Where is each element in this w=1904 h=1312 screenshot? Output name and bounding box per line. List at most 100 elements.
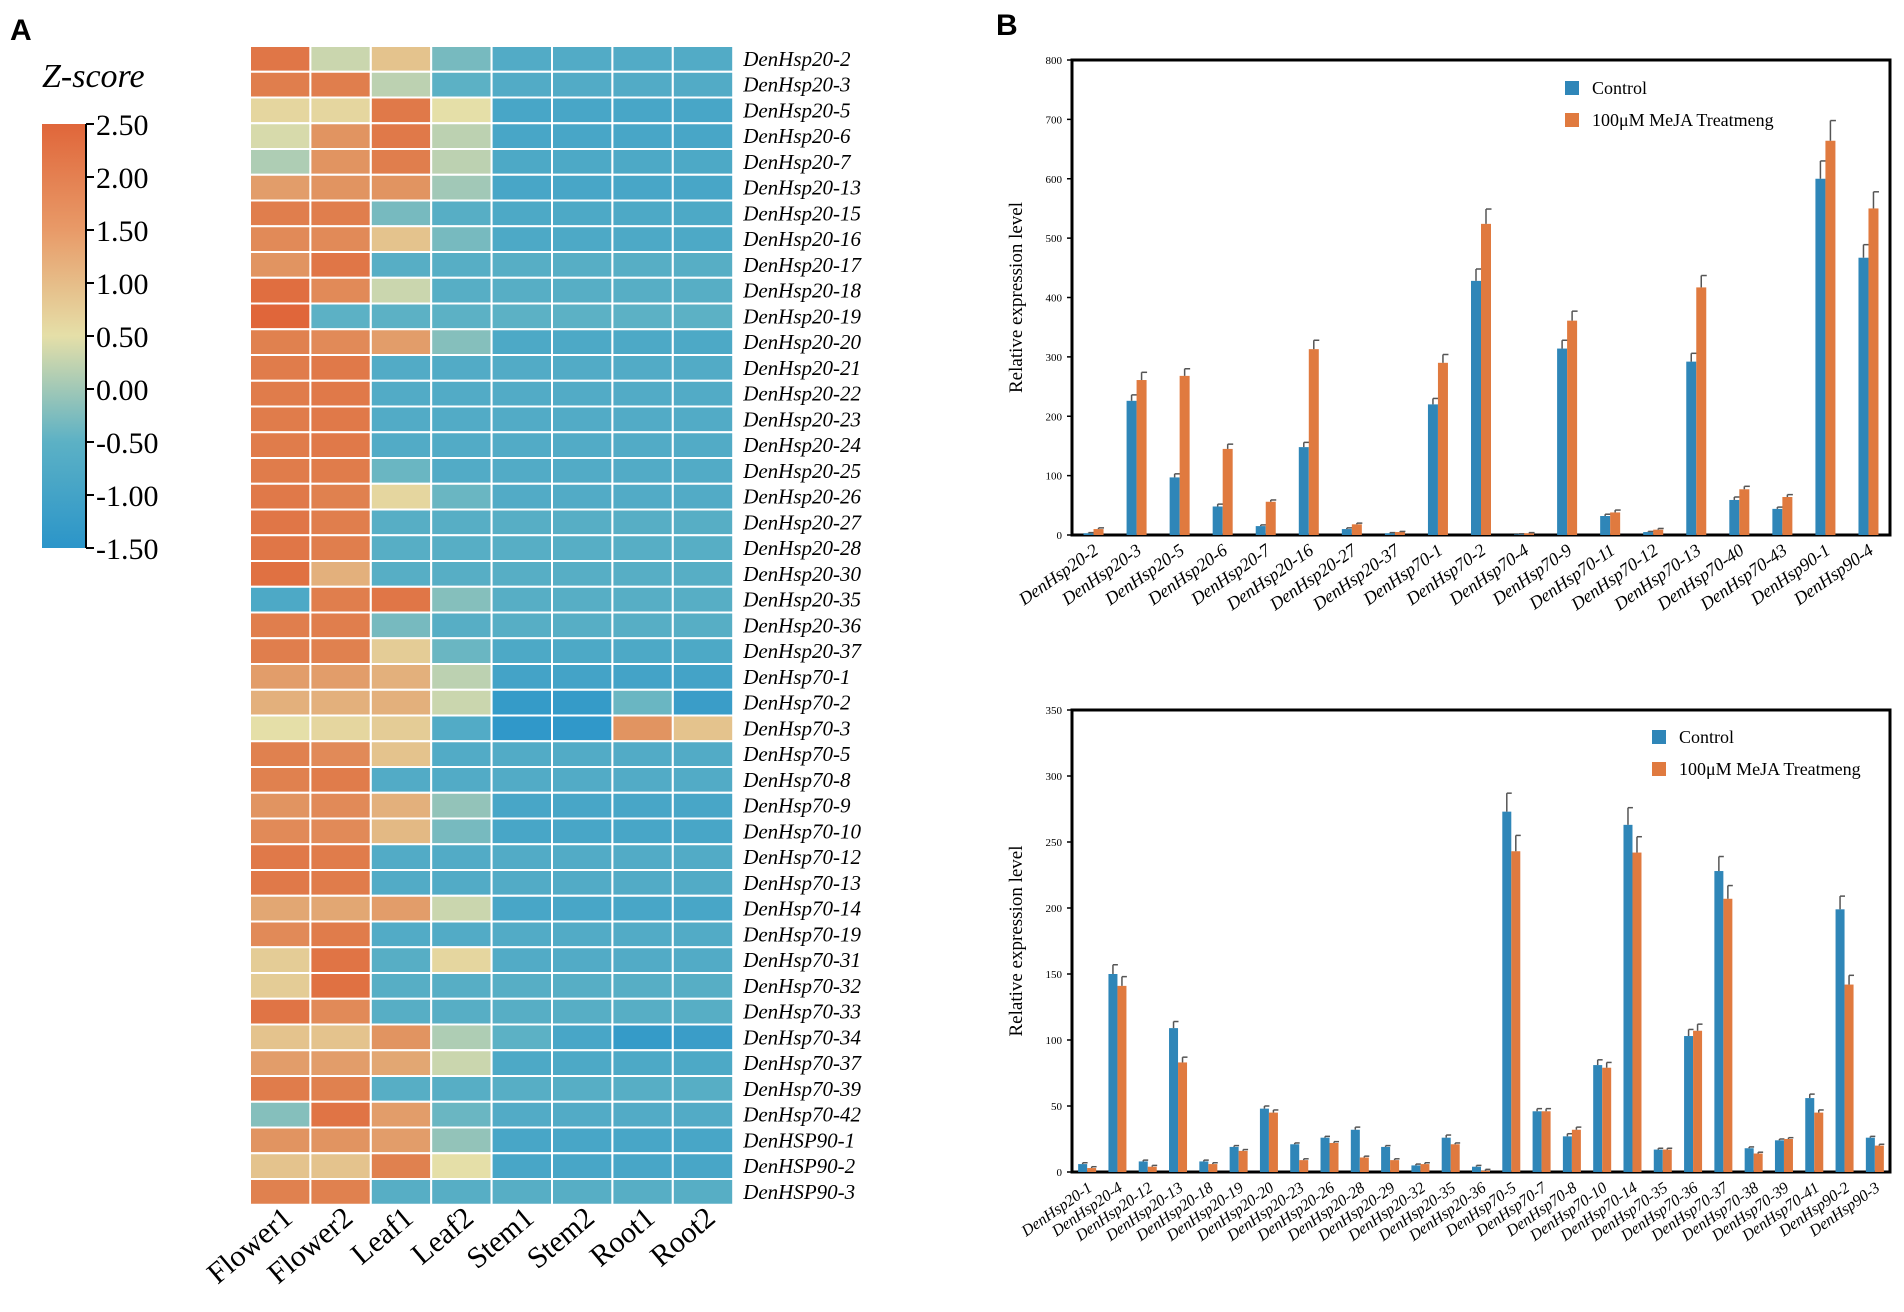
bar-control [1126,400,1137,535]
heatmap-cell [611,997,674,1026]
heatmap-cell [430,560,493,588]
heatmap-cell [671,637,735,665]
heatmap-cell [551,173,614,202]
heatmap-cell [611,225,674,253]
bar-treatment [1868,208,1879,535]
bar-treatment [1394,532,1405,535]
bar-treatment [1511,851,1521,1172]
colorbar-gradient [42,124,86,548]
heatmap-cell [430,328,493,356]
heatmap-cell [309,714,372,743]
legend-label-treatment: 100μM MeJA Treatmeng [1679,759,1861,779]
heatmap-cell [249,482,312,511]
heatmap-cell [369,714,433,743]
heatmap-cell [611,714,674,743]
heatmap-cell [369,328,433,356]
heatmap-cell [249,276,312,305]
heatmap-cell [249,45,312,73]
heatmap-cell [249,70,312,99]
heatmap-cell [490,70,554,99]
heatmap-cell [309,1126,372,1155]
heatmap-cell [490,560,554,588]
heatmap-cell [430,869,493,897]
heatmap-cell [611,1126,674,1155]
bar-treatment [1653,529,1664,535]
heatmap-cell [309,199,372,228]
heatmap-cell [249,457,312,485]
heatmap-cell [430,972,493,1000]
bar-treatment [1265,501,1276,535]
heatmap-cell [611,379,674,408]
heatmap-cell [611,1023,674,1052]
heatmap-cell [551,225,614,253]
bar-treatment [1610,512,1621,535]
bar-treatment [1696,287,1707,535]
heatmap-cell [551,611,614,640]
bar-control [1229,1146,1239,1172]
bar-treatment [1238,1150,1248,1172]
heatmap-cell [551,251,614,279]
heatmap-cell [551,1126,614,1155]
bar-control [1138,1161,1148,1172]
heatmap-cell [369,379,433,408]
heatmap-column-label: Root2 [644,1201,721,1273]
heatmap-cell [671,740,735,768]
heatmap-cell [430,457,493,485]
heatmap-cell [430,843,493,871]
heatmap-cell [369,997,433,1026]
heatmap-cell [369,611,433,640]
colorbar-title: Z-score [42,58,145,95]
bar-treatment [1136,380,1147,535]
bar-control [1259,1108,1269,1172]
bar-control [1471,280,1481,535]
heatmap-cell [671,997,735,1026]
heatmap-cell [369,405,433,434]
heatmap-cell [551,766,614,794]
heatmap-cell [671,122,735,150]
heatmap-cell [490,1126,554,1155]
heatmap-cell [611,585,674,614]
heatmap-cell [490,354,554,382]
heatmap-cell [309,379,372,408]
heatmap-cell [551,585,614,614]
heatmap-cell [490,843,554,871]
heatmap-cell [490,1023,554,1052]
heatmap-cell [671,70,735,99]
heatmap-cell [430,1049,493,1077]
heatmap-cell [551,70,614,99]
heatmap-cell [430,276,493,305]
heatmap-cell [611,1152,674,1180]
heatmap-cell [611,354,674,382]
heatmap-cell [551,508,614,537]
heatmap-cell [551,1152,614,1180]
y-tick-label: 350 [1046,705,1063,717]
heatmap-cell [551,122,614,150]
colorbar-tick-label: -1.50 [96,533,159,566]
heatmap-cell [611,457,674,485]
heatmap-cell [430,791,493,820]
heatmap-cell [671,96,735,125]
heatmap-cell [671,688,735,717]
heatmap-cell [490,869,554,897]
bar-treatment [1093,529,1104,535]
heatmap-cell [551,663,614,691]
heatmap-cell [430,688,493,717]
heatmap-cell [309,637,372,665]
legend-label-control: Control [1592,78,1647,98]
heatmap-cell [369,1126,433,1155]
heatmap-row-label: DenHsp70-9 [742,794,851,818]
heatmap-cell [490,122,554,150]
y-tick-label: 100 [1046,471,1063,483]
bar-control [1858,257,1869,535]
heatmap-cell [611,869,674,897]
bar-treatment [1723,898,1733,1172]
heatmap-cell [490,45,554,73]
heatmap-cell [430,585,493,614]
heatmap-cell [369,663,433,691]
heatmap-cell [611,1049,674,1077]
heatmap-cell [369,1049,433,1077]
heatmap-row-label: DenHSP90-2 [742,1154,855,1178]
bar-control [1772,508,1783,535]
heatmap-cell [611,740,674,768]
